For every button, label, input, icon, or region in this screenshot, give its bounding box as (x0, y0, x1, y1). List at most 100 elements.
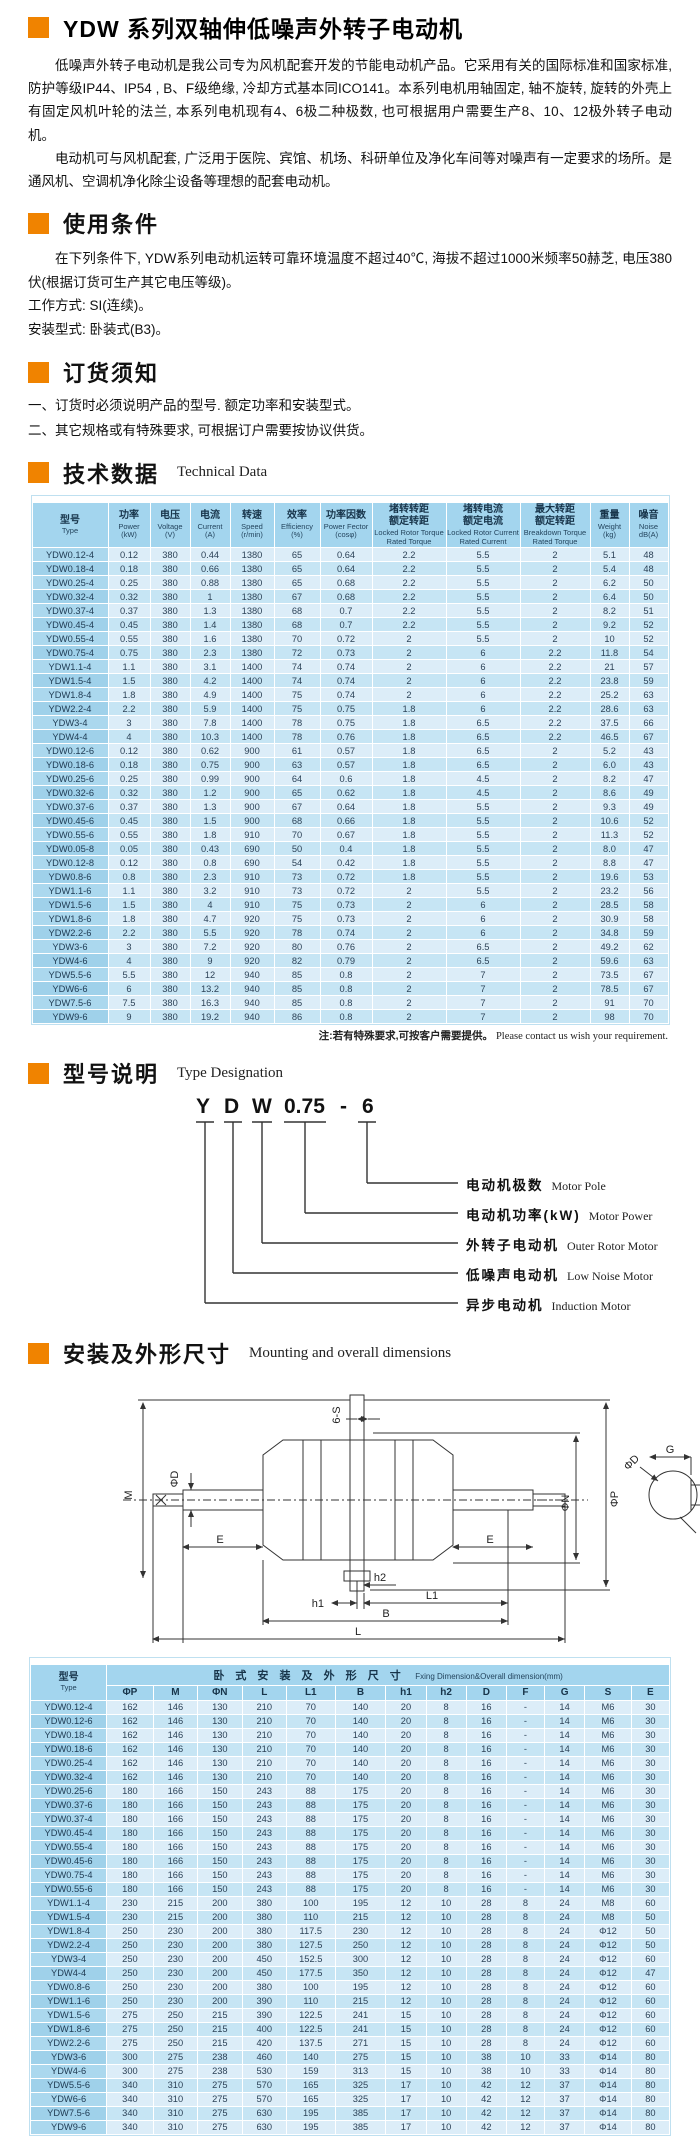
value-cell: 78 (273, 715, 321, 731)
value-cell: 15 (385, 2021, 427, 2037)
value-cell: 0.18 (107, 561, 151, 577)
value-cell: 210 (241, 1755, 287, 1771)
value-cell: 2 (371, 1009, 447, 1025)
value-cell: 690 (229, 841, 275, 857)
model-cell: YDW1.1-6 (31, 883, 109, 899)
value-cell: 20 (385, 1713, 427, 1729)
value-cell: 65 (273, 785, 321, 801)
model-cell: YDW0.12-4 (29, 1699, 108, 1715)
value-cell: 60 (630, 1993, 671, 2009)
table-row: YDW4-6 300 275 238 530 159 313 15 10 38 10 33 Φ14 80 (29, 2063, 671, 2079)
value-cell: 65 (273, 575, 321, 591)
value-cell: 10 (425, 2035, 467, 2051)
value-cell: 0.12 (107, 855, 151, 871)
value-cell: 30 (630, 1825, 671, 1841)
table-row: YDW2.2-6 2.2 380 5.5 920 78 0.74 2 6 2 34.8 59 (31, 925, 669, 941)
value-cell: 51 (628, 603, 669, 619)
value-cell: 24 (543, 1909, 586, 1925)
value-cell: 275 (106, 2021, 154, 2037)
value-cell: 380 (149, 911, 191, 927)
dimension-group-row: 型号 Type 卧 式 安 装 及 外 形 尺 寸 Fxing Dimensio… (29, 1664, 670, 1701)
value-cell: Φ14 (584, 2091, 632, 2107)
value-cell: 63 (273, 757, 321, 773)
value-cell: 2 (519, 967, 591, 983)
value-cell: 24 (543, 1937, 586, 1953)
value-cell: 14 (543, 1755, 586, 1771)
dim-label-G: G (666, 1444, 675, 1456)
value-cell: 150 (197, 1811, 243, 1827)
model-cell: YDW1.8-6 (29, 2021, 108, 2037)
value-cell: 380 (149, 631, 191, 647)
value-cell: 5.5 (445, 589, 521, 605)
value-cell: M6 (584, 1825, 632, 1841)
value-cell: 0.74 (319, 673, 373, 689)
value-cell: 6.0 (589, 757, 630, 773)
value-cell: 15 (385, 2035, 427, 2051)
value-cell: 2 (371, 631, 447, 647)
model-cell: YDW0.37-6 (31, 799, 109, 815)
table-row: YDW0.25-6 180 166 150 243 88 175 20 8 16-14 M6 30 (29, 1783, 671, 1799)
value-cell: 166 (152, 1839, 199, 1855)
table-row: YDW0.75-4 180 166 150 243 88 175 20 8 16-14 M6 30 (29, 1867, 671, 1883)
value-cell: Φ12 (584, 2007, 632, 2023)
value-cell: 14 (543, 1769, 586, 1785)
value-cell: Φ14 (584, 2063, 632, 2079)
value-cell: 47 (628, 855, 669, 871)
intro-paragraph-2: 电动机可与风机配套, 广泛用于医院、宾馆、机场、科研单位及净化车间等对噪声有一定… (28, 150, 672, 190)
value-cell: 0.8 (319, 995, 373, 1011)
value-cell: 570 (241, 2091, 287, 2107)
value-cell: 34.8 (589, 925, 630, 941)
value-cell: Φ14 (584, 2049, 632, 2065)
value-cell: 53 (628, 869, 669, 885)
value-cell: 0.7 (319, 617, 373, 633)
value-cell: 8 (425, 1783, 467, 1799)
column-header: h1 (385, 1685, 427, 1701)
value-cell: 5.5 (445, 575, 521, 591)
table-row: YDW0.45-4 180 166 150 243 88 175 20 8 16-14 M6 30 (29, 1825, 671, 1841)
value-cell: 20 (385, 1797, 427, 1813)
model-cell: YDW0.37-4 (29, 1811, 108, 1827)
value-cell: 4 (107, 953, 151, 969)
value-cell: 200 (197, 1895, 243, 1911)
model-cell: YDW0.75-4 (31, 645, 109, 661)
value-cell: 380 (149, 715, 191, 731)
column-header: 电压 Voltage (V) (149, 501, 191, 549)
value-cell: 8 (425, 1867, 467, 1883)
value-cell: 210 (241, 1713, 287, 1729)
value-cell: 380 (149, 855, 191, 871)
value-cell: 275 (106, 2007, 154, 2023)
value-cell: 3.1 (189, 659, 231, 675)
column-header: M (152, 1685, 199, 1701)
value-cell: 25.2 (589, 687, 630, 703)
value-cell: 24 (543, 2007, 586, 2023)
value-cell: 9.2 (589, 617, 630, 633)
value-cell: 2 (371, 673, 447, 689)
value-cell: 250 (106, 1937, 154, 1953)
value-cell: 177.5 (285, 1965, 336, 1981)
value-cell: 3 (107, 715, 151, 731)
value-cell: 2 (519, 799, 591, 815)
value-cell: 460 (241, 2049, 287, 2065)
value-cell: 63 (628, 687, 669, 703)
value-cell: 0.72 (319, 883, 373, 899)
value-cell: 300 (334, 1951, 387, 1967)
column-header: 转速 Speed (r/min) (229, 501, 275, 549)
dim-label-h2: h2 (374, 1572, 386, 1584)
dim-label-phiD-detail: ΦD (622, 1453, 642, 1473)
value-cell: 0.62 (319, 785, 373, 801)
model-cell: YDW0.18-6 (29, 1741, 108, 1757)
value-cell: 59 (628, 925, 669, 941)
model-cell: YDW1.1-4 (29, 1895, 108, 1911)
value-cell: 10 (425, 1909, 467, 1925)
value-cell: 70 (285, 1755, 336, 1771)
value-cell: 2 (371, 911, 447, 927)
model-cell: YDW0.32-6 (31, 785, 109, 801)
value-cell: 940 (229, 981, 275, 997)
value-cell: 30 (630, 1811, 671, 1827)
orange-square-icon (28, 212, 49, 234)
model-cell: YDW2.2-4 (29, 1937, 108, 1953)
value-cell: - (505, 1713, 546, 1729)
value-cell: 200 (197, 1937, 243, 1953)
value-cell: 30 (630, 1713, 671, 1729)
value-cell: 2 (519, 561, 591, 577)
